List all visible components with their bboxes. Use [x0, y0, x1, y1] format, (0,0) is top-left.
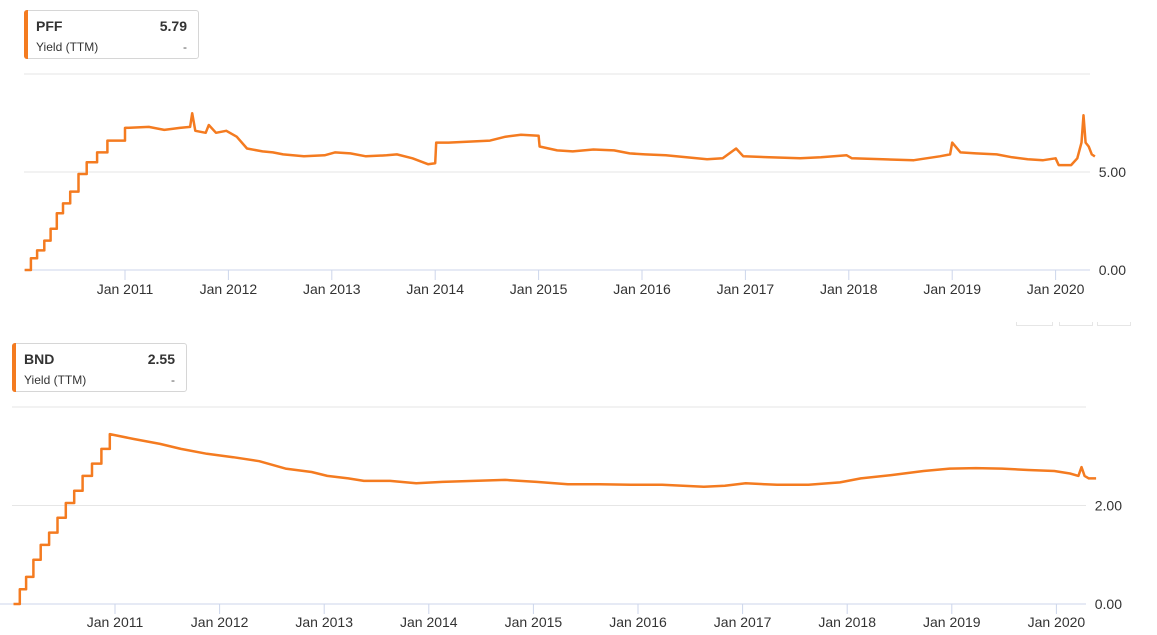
x-tick-label: Jan 2012: [200, 281, 258, 297]
x-tick-label: Jan 2017: [714, 614, 772, 630]
x-tick-label: Jan 2015: [505, 614, 563, 630]
y-tick-label: 0.00: [1095, 596, 1122, 612]
x-tick-label: Jan 2020: [1028, 614, 1086, 630]
pff-legend[interactable]: PFF 5.79 Yield (TTM) -: [24, 10, 199, 59]
y-tick-label: 0.00: [1099, 262, 1126, 278]
pff-legend-color-bar: [24, 10, 28, 59]
x-tick-label: Jan 2020: [1027, 281, 1085, 297]
y-tick-label: 5.00: [1099, 164, 1126, 180]
bnd-legend-color-bar: [12, 343, 16, 392]
x-tick-label: Jan 2011: [87, 614, 144, 630]
bnd-legend-value: 2.55: [147, 351, 175, 367]
x-tick-label: Jan 2015: [510, 281, 568, 297]
pff-legend-ticker: PFF: [36, 18, 63, 34]
y-tick-label: 2.00: [1095, 498, 1122, 514]
bnd-legend-change: -: [171, 373, 175, 387]
x-tick-label: Jan 2016: [609, 614, 667, 630]
bnd-legend-metric: Yield (TTM): [24, 373, 87, 387]
x-tick-label: Jan 2014: [400, 614, 458, 630]
x-tick-label: Jan 2011: [97, 281, 154, 297]
x-tick-label: Jan 2019: [923, 614, 981, 630]
x-tick-label: Jan 2013: [303, 281, 361, 297]
bnd-chart-panel: Jan 2011 Jan 2012 Jan 2013 Jan 2014 Jan 2015…: [0, 333, 1157, 635]
pff-legend-value: 5.79: [159, 18, 187, 34]
x-tick-label: Jan 2017: [717, 281, 775, 297]
range-button-stub[interactable]: [1097, 322, 1131, 326]
pff-chart: Jan 2011 Jan 2012 Jan 2013 Jan 2014 Jan 2015…: [24, 73, 1126, 297]
range-button-stub[interactable]: [1059, 322, 1093, 326]
range-button-stub[interactable]: [1016, 322, 1053, 326]
x-tick-label: Jan 2012: [191, 614, 249, 630]
pff-legend-metric: Yield (TTM): [36, 40, 99, 54]
bnd-chart: Jan 2011 Jan 2012 Jan 2013 Jan 2014 Jan 2015…: [0, 406, 1122, 630]
x-tick-label: Jan 2013: [295, 614, 353, 630]
bnd-legend-ticker: BND: [24, 351, 55, 367]
x-tick-label: Jan 2018: [820, 281, 878, 297]
pff-chart-panel: Jan 2011 Jan 2012 Jan 2013 Jan 2014 Jan 2015…: [0, 0, 1157, 305]
bnd-series-line: [13, 432, 1097, 606]
x-tick-label: Jan 2018: [818, 614, 876, 630]
pff-series-line: [24, 111, 1096, 272]
pff-legend-change: -: [183, 40, 187, 54]
x-tick-label: Jan 2014: [406, 281, 464, 297]
x-tick-label: Jan 2016: [613, 281, 671, 297]
x-tick-label: Jan 2019: [923, 281, 981, 297]
bnd-legend[interactable]: BND 2.55 Yield (TTM) -: [12, 343, 187, 392]
